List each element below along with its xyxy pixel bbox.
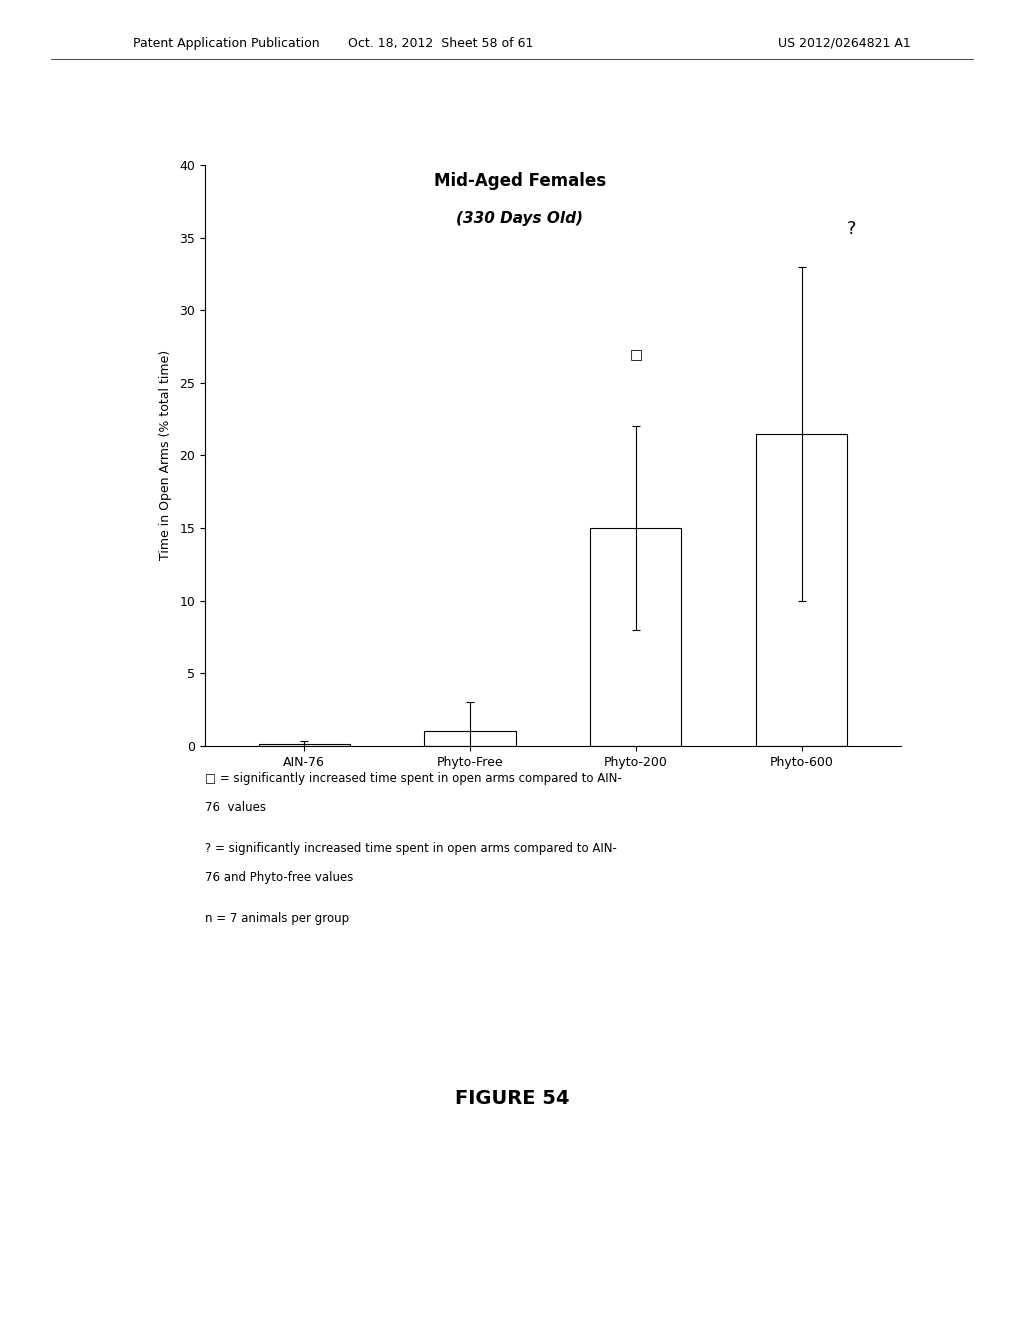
Text: US 2012/0264821 A1: US 2012/0264821 A1: [778, 37, 911, 50]
Text: ? = significantly increased time spent in open arms compared to AIN-: ? = significantly increased time spent i…: [205, 842, 616, 855]
Bar: [259, 744, 350, 746]
Text: FIGURE 54: FIGURE 54: [455, 1089, 569, 1107]
Bar: [590, 528, 681, 746]
Bar: [425, 731, 516, 746]
Text: Oct. 18, 2012  Sheet 58 of 61: Oct. 18, 2012 Sheet 58 of 61: [347, 37, 534, 50]
Text: Mid-Aged Females: Mid-Aged Females: [434, 172, 606, 190]
Text: Patent Application Publication: Patent Application Publication: [133, 37, 319, 50]
Text: □ = significantly increased time spent in open arms compared to AIN-: □ = significantly increased time spent i…: [205, 772, 622, 785]
Text: (330 Days Old): (330 Days Old): [457, 211, 584, 227]
Y-axis label: Time in Open Arms (% total time): Time in Open Arms (% total time): [160, 350, 172, 561]
Text: 76  values: 76 values: [205, 801, 266, 814]
Text: n = 7 animals per group: n = 7 animals per group: [205, 912, 349, 924]
Bar: [756, 433, 847, 746]
Text: □: □: [630, 347, 642, 360]
Text: ?: ?: [847, 219, 856, 238]
Text: 76 and Phyto-free values: 76 and Phyto-free values: [205, 871, 353, 884]
